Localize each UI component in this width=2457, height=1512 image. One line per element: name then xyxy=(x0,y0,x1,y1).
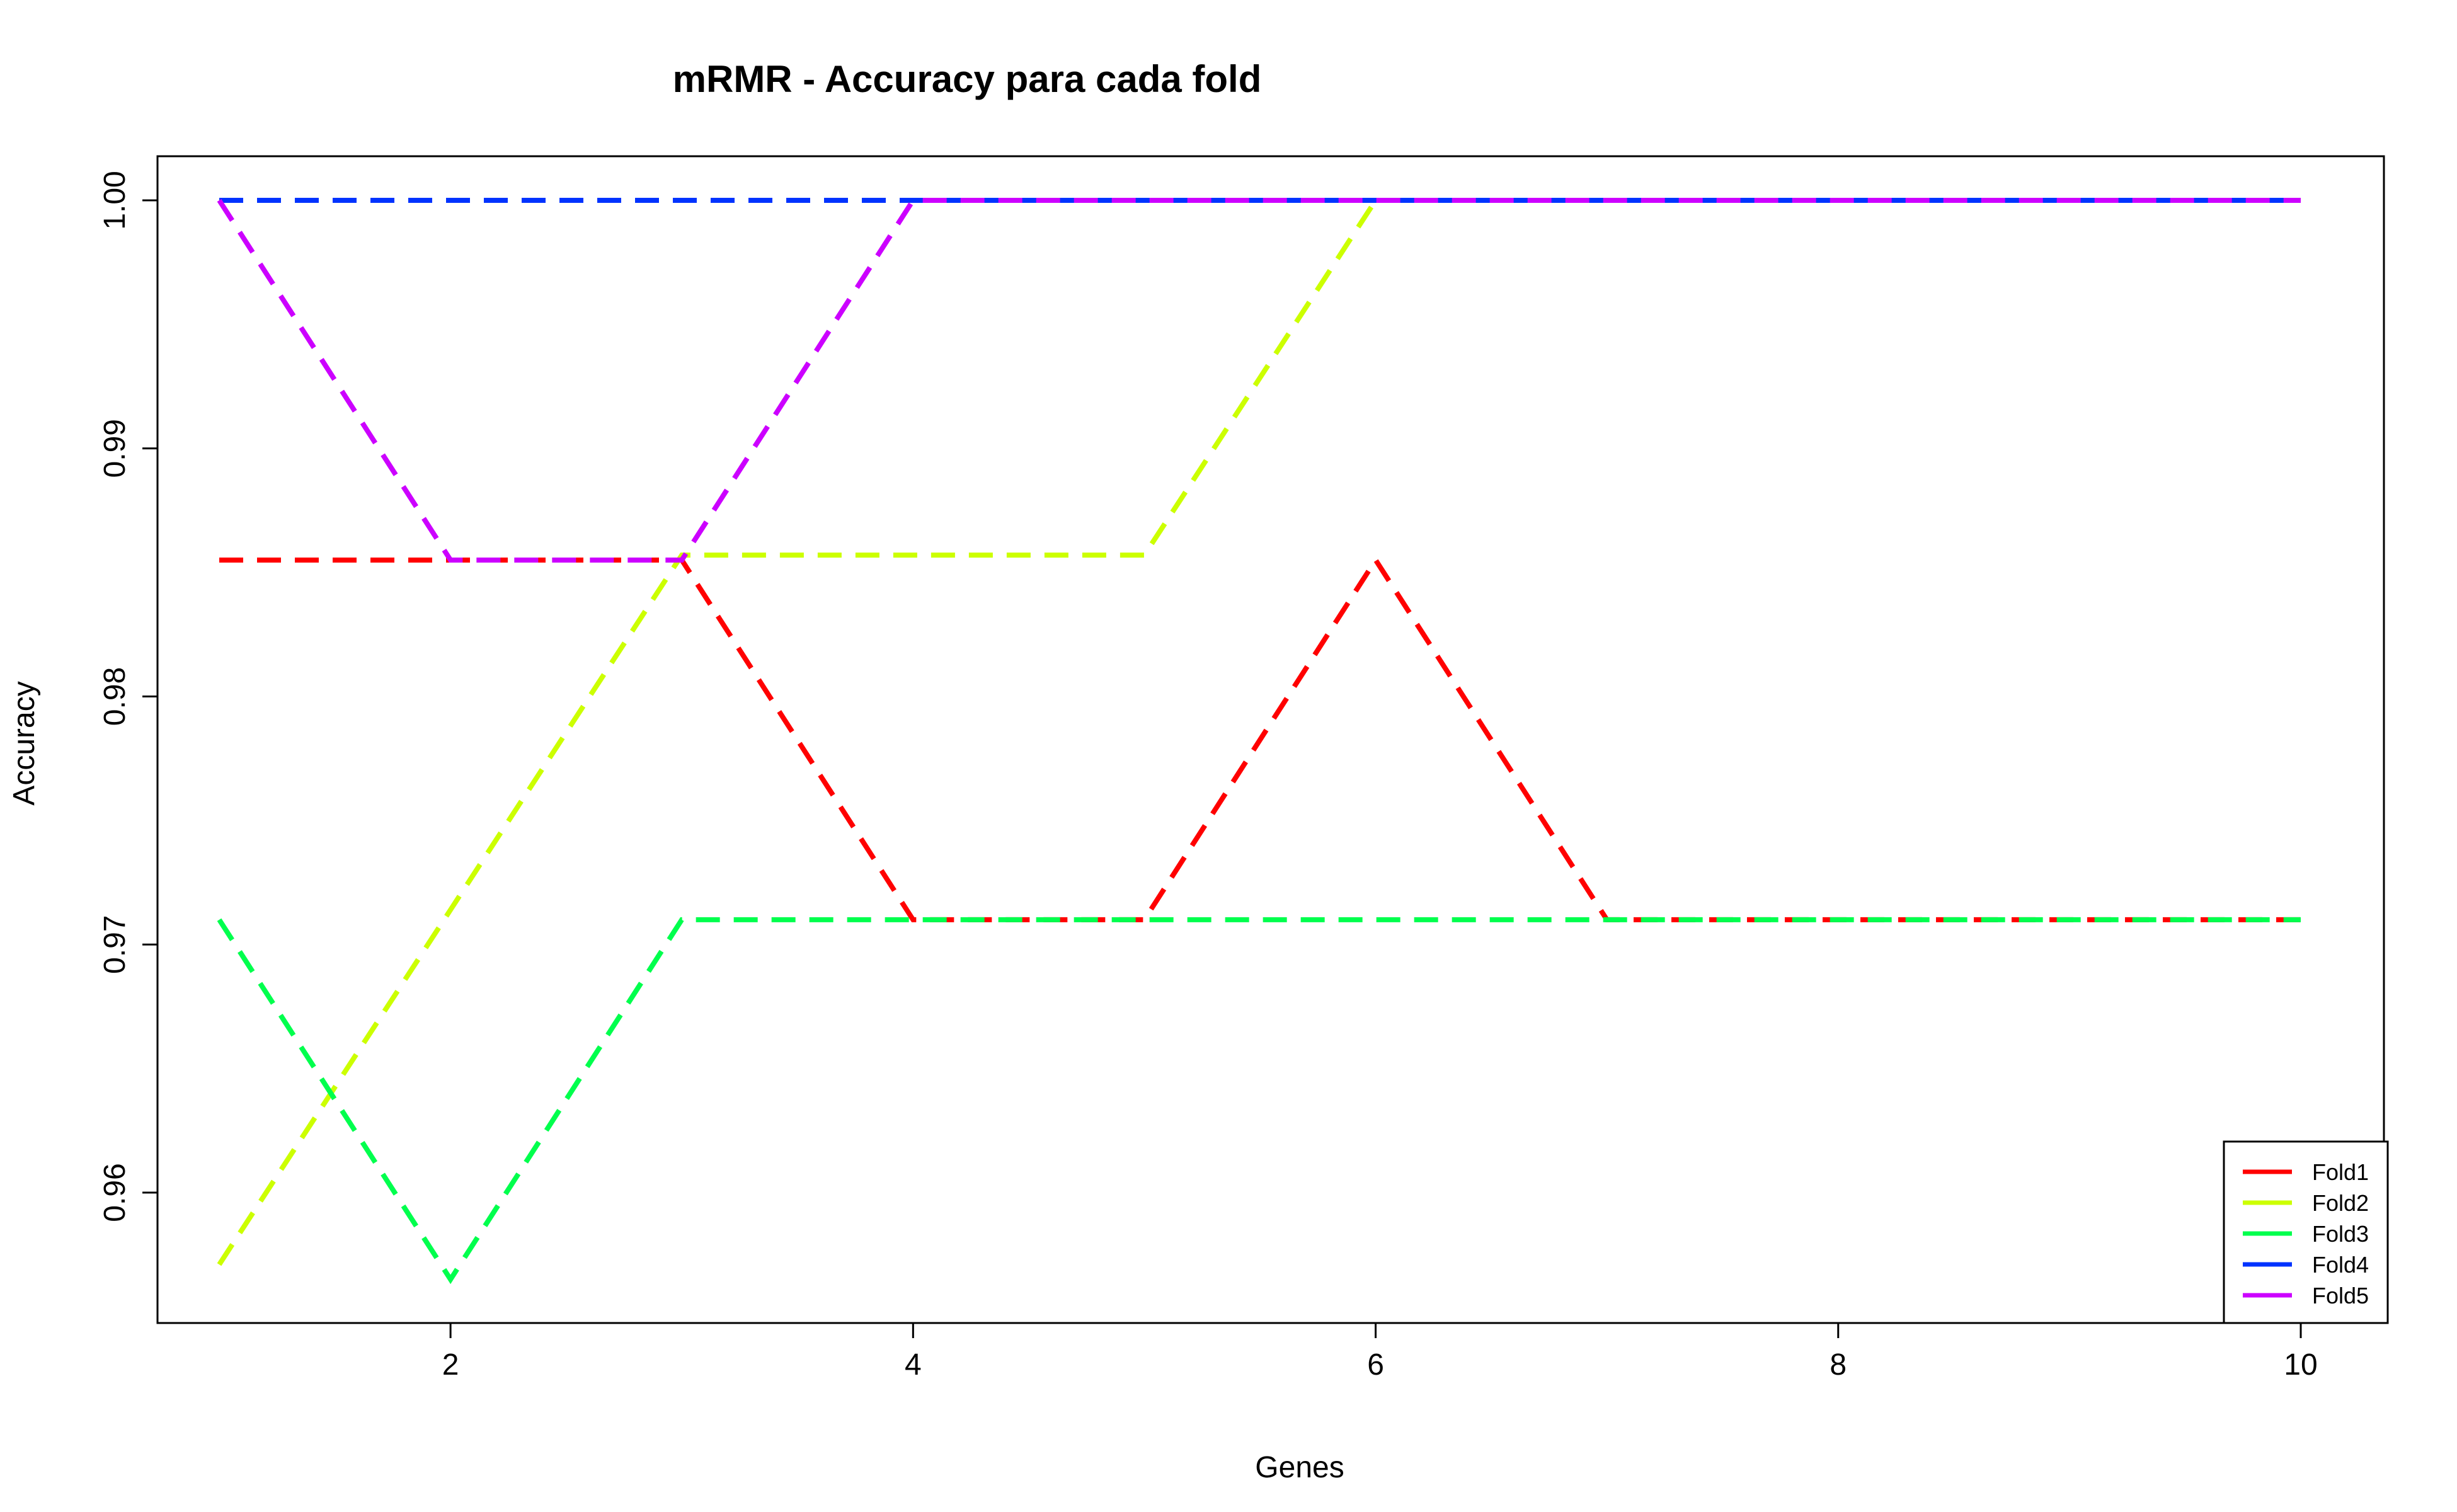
series-line-fold1 xyxy=(219,555,2301,922)
x-tick-label: 8 xyxy=(1830,1348,1847,1382)
legend-label: Fold5 xyxy=(2312,1283,2369,1309)
y-tick-label: 0.96 xyxy=(98,1163,132,1222)
plot-frame xyxy=(156,155,2385,1324)
legend-label: Fold4 xyxy=(2312,1252,2369,1278)
x-tick-label: 6 xyxy=(1367,1348,1384,1382)
legend: Fold1 Fold2 Fold3 Fold4 Fold5 xyxy=(2223,1140,2389,1324)
y-tick-label: 0.98 xyxy=(98,667,132,726)
legend-label: Fold3 xyxy=(2312,1221,2369,1247)
y-axis-label: Accuracy xyxy=(8,681,41,805)
axes: 2 4 6 8 10 0.96 0.97 0.98 0.99 1.00 xyxy=(98,171,2318,1382)
series-line-fold3 xyxy=(217,917,2301,1285)
y-tick-label: 1.00 xyxy=(98,171,132,229)
series-layer xyxy=(217,198,2301,1285)
legend-label: Fold1 xyxy=(2312,1159,2369,1185)
x-tick-label: 2 xyxy=(442,1348,459,1382)
series-line-fold5 xyxy=(217,198,2301,563)
y-tick-label: 0.97 xyxy=(98,915,132,974)
x-axis-label: Genes xyxy=(1255,1451,1344,1484)
y-tick-label: 0.99 xyxy=(98,419,132,478)
x-tick-label: 10 xyxy=(2284,1348,2317,1382)
chart-title: mRMR - Accuracy para cada fold xyxy=(673,58,1262,100)
x-tick-label: 4 xyxy=(905,1348,922,1382)
series-line-fold2 xyxy=(217,198,2301,1266)
legend-label: Fold2 xyxy=(2312,1190,2369,1216)
